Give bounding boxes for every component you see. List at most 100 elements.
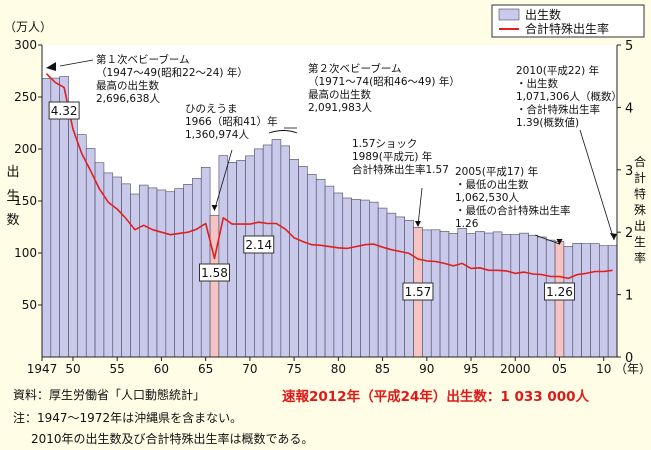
tfr-box-label-1971: 2.14 bbox=[245, 238, 272, 252]
tfr-box-1949 bbox=[48, 101, 80, 120]
tfr-box-label-1966: 1.58 bbox=[201, 266, 228, 280]
right-tick-label-4: 4 bbox=[625, 101, 633, 116]
boom2-bracket bbox=[268, 130, 298, 134]
x-tick-label-2005: 05 bbox=[552, 362, 567, 376]
x-tick-label-1995: 95 bbox=[463, 362, 478, 376]
preliminary-2012-note: 速報2012年（平成24年）出生数：1 033 000人 bbox=[282, 389, 590, 405]
x-tick-label-1970: 70 bbox=[242, 362, 257, 376]
birth-bar-1954 bbox=[103, 172, 114, 358]
annotation-y2005-line-2: 1,062,530人 bbox=[455, 192, 519, 204]
tfr-box-2005 bbox=[544, 282, 575, 301]
tfr-line bbox=[45, 73, 613, 280]
annotation-boom2-line-2: 最高の出生数 bbox=[308, 88, 371, 101]
birth-bar-1959 bbox=[147, 187, 158, 358]
right-axis-label-char-6: 率 bbox=[634, 250, 646, 265]
annotation-y2005-line-0: 2005(平成17) 年 bbox=[455, 165, 538, 178]
okinawa-note: 注：1947～1972年は沖縄県を含まない。 bbox=[13, 411, 243, 425]
birth-bar-2008 bbox=[581, 243, 591, 358]
annotation-y2010-line-2: 1,071,306人（概数） bbox=[516, 90, 622, 103]
left-axis-label-char-0: 出 bbox=[6, 165, 19, 180]
annotation-boom2-line-0: 第２次ベビーブーム bbox=[308, 62, 402, 75]
birth-bar-1986 bbox=[386, 212, 397, 358]
left-tick-label-300: 300 bbox=[14, 38, 37, 52]
annotation-boom2-line-3: 2,091,983人 bbox=[308, 102, 372, 114]
source-note: 資料：厚生労働省「人口動態統計」 bbox=[13, 388, 206, 402]
right-axis-label-char-1: 計 bbox=[634, 170, 646, 185]
right-tick-label-2: 2 bbox=[625, 226, 633, 241]
birth-bar-1952 bbox=[85, 148, 96, 358]
leader-arrow-2005 bbox=[556, 239, 563, 245]
left-axis-unit: （万人） bbox=[4, 20, 52, 34]
birth-bar-1992 bbox=[439, 230, 450, 358]
tfr-box-label-2005: 1.26 bbox=[546, 285, 573, 299]
birth-bar-1955 bbox=[112, 176, 122, 358]
birth-bar-1994 bbox=[457, 227, 467, 358]
annotation-y2005-line-3: ・最低の合計特殊出生率 bbox=[455, 204, 571, 217]
birth-bar-1975 bbox=[289, 158, 299, 358]
annotation-y2010-line-0: 2010(平成22) 年 bbox=[516, 64, 599, 77]
right-axis-label-char-0: 合 bbox=[634, 154, 646, 169]
annotation-hinoe-line-0: ひのえうま bbox=[185, 103, 238, 115]
birth-bar-1965 bbox=[200, 167, 211, 358]
birth-bar-2010 bbox=[599, 245, 609, 358]
birth-bar-1970 bbox=[245, 155, 255, 358]
left-axis-label-char-2: 数 bbox=[6, 213, 19, 228]
birth-bar-2002 bbox=[528, 234, 538, 358]
birth-bar-1967 bbox=[218, 155, 229, 358]
tfr-box-label-1949: 4.32 bbox=[51, 104, 78, 118]
birth-bar-1977 bbox=[307, 174, 317, 358]
leader-arrow-1966 bbox=[211, 205, 218, 211]
annotation-shock-line-1: 1989(平成元) 年 bbox=[352, 150, 432, 163]
x-tick-label-1950: 50 bbox=[65, 362, 80, 376]
birth-bar-1950 bbox=[68, 113, 78, 358]
right-axis-label-char-5: 生 bbox=[634, 235, 646, 249]
left-tick-label-150: 150 bbox=[14, 194, 37, 208]
legend-bar-swatch bbox=[498, 8, 520, 21]
leader-hinoe bbox=[214, 149, 233, 211]
left-axis-label-char-1: 生 bbox=[6, 189, 19, 204]
birth-bar-1953 bbox=[94, 162, 105, 358]
x-tick-label-1947: 1947 bbox=[27, 362, 58, 376]
birth-bar-1984 bbox=[369, 201, 379, 358]
annotation-boom1-line-0: 第１次ベビーブーム bbox=[96, 53, 190, 66]
birth-bar-1974 bbox=[280, 145, 290, 358]
birth-bar-1999 bbox=[501, 234, 512, 358]
right-axis-label-char-4: 出 bbox=[634, 219, 646, 233]
tfr-box-label-1989: 1.57 bbox=[405, 285, 432, 299]
birth-bar-1948 bbox=[50, 77, 60, 358]
annotation-boom1-line-2: 最高の出生数 bbox=[96, 79, 159, 92]
right-tick-label-0: 0 bbox=[625, 351, 633, 366]
annotation-y2005-line-1: ・最低の出生数 bbox=[455, 178, 529, 191]
right-tick-label-5: 5 bbox=[625, 39, 633, 54]
leader-y2010 bbox=[579, 129, 615, 241]
birth-bar-1982 bbox=[351, 199, 361, 358]
birth-bar-1968 bbox=[227, 162, 237, 358]
x-tick-label-2010: 10 bbox=[596, 362, 611, 376]
birth-bar-1963 bbox=[183, 184, 193, 358]
birth-bar-2009 bbox=[590, 243, 600, 358]
x-tick-label-1965: 65 bbox=[198, 362, 213, 376]
leader-shock bbox=[417, 187, 423, 227]
birth-bar-1981 bbox=[342, 197, 352, 358]
left-tick-label-200: 200 bbox=[14, 142, 37, 156]
annotation-boom1-line-1: （1947～49(昭和22～24) 年） bbox=[96, 66, 248, 79]
birth-bar-1958 bbox=[139, 184, 149, 358]
birth-bar-1957 bbox=[130, 193, 140, 358]
birth-bar-1996 bbox=[475, 231, 485, 358]
annotation-y2005-line-4: 1.26 bbox=[455, 218, 479, 230]
annotation-y2010-line-4: 1.39(概数値) bbox=[516, 116, 579, 129]
annotation-hinoe-line-2: 1,360,974人 bbox=[185, 129, 249, 141]
x-axis-unit: （年） bbox=[615, 362, 651, 376]
birth-bar-1998 bbox=[492, 231, 503, 358]
left-tick-label-100: 100 bbox=[14, 246, 37, 260]
annotation-shock-line-0: 1.57ショック bbox=[352, 138, 417, 150]
leader-arrow-2010 bbox=[610, 233, 617, 240]
leader-y2005 bbox=[534, 234, 560, 245]
annotation-hinoe-line-1: 1966（昭和41）年 bbox=[185, 115, 278, 128]
birth-bar-1966 bbox=[209, 215, 220, 358]
x-tick-label-1980: 80 bbox=[331, 362, 346, 376]
x-tick-label-2000: 2000 bbox=[500, 362, 531, 376]
right-tick-label-1: 1 bbox=[625, 289, 633, 304]
birth-bar-1969 bbox=[236, 160, 246, 358]
